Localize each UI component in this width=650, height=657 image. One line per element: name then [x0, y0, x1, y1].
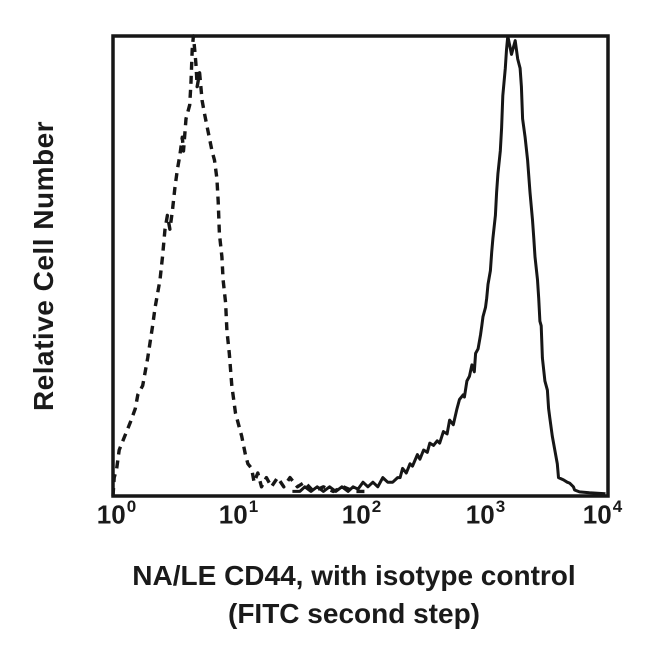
- x-tick-10e0: 100: [96, 497, 137, 531]
- x-tick-10e3: 103: [465, 497, 506, 531]
- curve-na-le-cd44: [292, 34, 606, 496]
- x-tick-10e4: 104: [582, 497, 623, 531]
- x-tick-10e2: 102: [341, 497, 382, 531]
- curve-isotype-control: [111, 34, 367, 497]
- histogram-curves: [111, 34, 606, 497]
- x-tick-exponent: 1: [248, 497, 259, 516]
- x-tick-exponent: 0: [126, 497, 137, 516]
- y-axis-label: Relative Cell Number: [28, 120, 59, 412]
- x-tick-10e1: 101: [218, 497, 259, 531]
- x-tick-base: 10: [465, 499, 495, 530]
- x-tick-base: 10: [96, 499, 126, 530]
- x-tick-exponent: 3: [495, 497, 506, 516]
- x-axis-label-line1: NA/LE CD44, with isotype control: [132, 560, 576, 591]
- x-axis-label: NA/LE CD44, with isotype control (FITC s…: [132, 557, 575, 633]
- x-tick-exponent: 4: [612, 497, 623, 516]
- plot-frame: [111, 34, 610, 498]
- x-tick-exponent: 2: [371, 497, 382, 516]
- x-tick-base: 10: [582, 499, 612, 530]
- x-tick-base: 10: [218, 499, 248, 530]
- x-tick-base: 10: [341, 499, 371, 530]
- x-axis-label-line2: (FITC second step): [227, 598, 481, 629]
